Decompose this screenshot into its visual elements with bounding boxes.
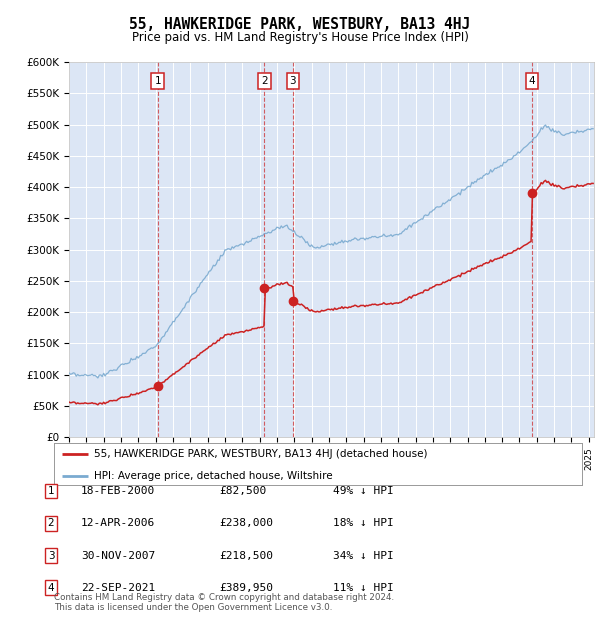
Text: 3: 3 <box>290 76 296 86</box>
Text: 55, HAWKERIDGE PARK, WESTBURY, BA13 4HJ (detached house): 55, HAWKERIDGE PARK, WESTBURY, BA13 4HJ … <box>94 450 427 459</box>
Text: 11% ↓ HPI: 11% ↓ HPI <box>333 583 394 593</box>
Text: 34% ↓ HPI: 34% ↓ HPI <box>333 551 394 560</box>
Text: 1: 1 <box>47 486 55 496</box>
Text: 30-NOV-2007: 30-NOV-2007 <box>81 551 155 560</box>
Text: £218,500: £218,500 <box>219 551 273 560</box>
Text: 49% ↓ HPI: 49% ↓ HPI <box>333 486 394 496</box>
Text: 2: 2 <box>261 76 268 86</box>
Text: 4: 4 <box>47 583 55 593</box>
Text: £82,500: £82,500 <box>219 486 266 496</box>
Text: 18% ↓ HPI: 18% ↓ HPI <box>333 518 394 528</box>
Text: 3: 3 <box>47 551 55 560</box>
Text: 18-FEB-2000: 18-FEB-2000 <box>81 486 155 496</box>
Text: HPI: Average price, detached house, Wiltshire: HPI: Average price, detached house, Wilt… <box>94 471 332 480</box>
Text: 55, HAWKERIDGE PARK, WESTBURY, BA13 4HJ: 55, HAWKERIDGE PARK, WESTBURY, BA13 4HJ <box>130 17 470 32</box>
Text: 4: 4 <box>529 76 535 86</box>
Text: Contains HM Land Registry data © Crown copyright and database right 2024.
This d: Contains HM Land Registry data © Crown c… <box>54 593 394 612</box>
Text: 22-SEP-2021: 22-SEP-2021 <box>81 583 155 593</box>
Text: Price paid vs. HM Land Registry's House Price Index (HPI): Price paid vs. HM Land Registry's House … <box>131 31 469 44</box>
Text: £238,000: £238,000 <box>219 518 273 528</box>
Text: 2: 2 <box>47 518 55 528</box>
Text: £389,950: £389,950 <box>219 583 273 593</box>
Text: 12-APR-2006: 12-APR-2006 <box>81 518 155 528</box>
Text: 1: 1 <box>154 76 161 86</box>
